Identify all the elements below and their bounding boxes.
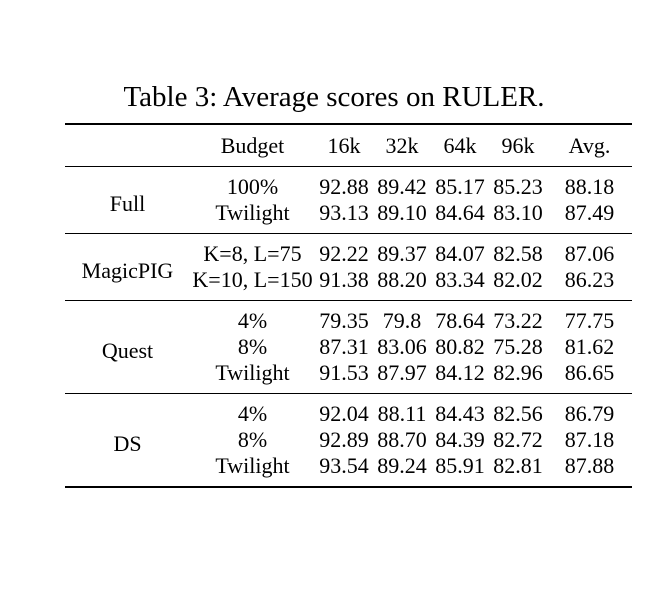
score-cell: 85.91 [435, 453, 485, 478]
column-header-16k: 16k [327, 133, 361, 158]
score-cell: 83.10 [493, 200, 543, 225]
budget-cell: K=10, L=150 [192, 267, 313, 292]
score-cell: 87.88 [564, 453, 615, 478]
group-quest: Quest 4% 79.35 79.8 78.64 73.22 77.75 8% 87.31 83… [65, 301, 632, 394]
score-cell: 87.49 [564, 200, 615, 225]
group-label: Quest [101, 337, 154, 363]
budget-cell: Twilight [215, 200, 290, 225]
score-cell: 89.24 [377, 453, 427, 478]
column-header-32k: 32k [385, 133, 419, 158]
score-cell: 82.81 [493, 453, 543, 478]
score-cell: 92.22 [319, 241, 369, 266]
score-cell: 85.17 [435, 174, 485, 199]
group-label: DS [113, 430, 142, 456]
header-row: Budget 16k 32k 64k 96k Avg. [65, 124, 632, 167]
budget-cell: 100% [226, 174, 279, 199]
table-row: Twilight 93.13 89.10 84.64 83.10 87.49 [65, 200, 632, 234]
column-header-avg: Avg. [568, 133, 611, 158]
score-cell: 84.64 [435, 200, 485, 225]
score-cell: 84.12 [435, 360, 485, 385]
score-cell: 87.18 [564, 427, 615, 452]
score-cell: 93.13 [319, 200, 369, 225]
score-cell: 75.28 [493, 334, 543, 359]
group-ds: DS 4% 92.04 88.11 84.43 82.56 86.79 8% 92.89 88.7… [65, 394, 632, 488]
table-caption: Table 3: Average scores on RULER. [123, 81, 545, 113]
column-header-64k: 64k [443, 133, 477, 158]
score-cell: 88.11 [377, 401, 427, 426]
score-cell: 86.65 [564, 360, 615, 385]
table-header: Budget 16k 32k 64k 96k Avg. [65, 124, 632, 167]
corner-cell [65, 124, 190, 167]
table-row: Quest 4% 79.35 79.8 78.64 73.22 77.75 [65, 301, 632, 363]
score-cell: 87.97 [377, 360, 427, 385]
score-cell: 77.75 [564, 308, 615, 333]
score-cell: 91.38 [319, 267, 369, 292]
table-row: 8% 92.89 88.70 84.39 82.72 87.18 [65, 427, 632, 453]
group-magicpig: MagicPIG K=8, L=75 92.22 89.37 84.07 82.58 87.… [65, 234, 632, 301]
score-cell: 86.23 [564, 267, 615, 292]
score-cell: 87.31 [319, 334, 369, 359]
score-cell: 78.64 [435, 308, 485, 333]
budget-cell: Twilight [215, 360, 290, 385]
score-cell: 85.23 [493, 174, 543, 199]
score-cell: 84.07 [435, 241, 485, 266]
score-cell: 91.53 [319, 360, 369, 385]
table-row: 8% 87.31 83.06 80.82 75.28 81.62 [65, 334, 632, 360]
score-cell: 82.96 [493, 360, 543, 385]
score-cell: 92.88 [319, 174, 369, 199]
group-label: Full [109, 190, 146, 216]
score-cell: 89.10 [377, 200, 427, 225]
group-full: Full 100% 92.88 89.42 85.17 85.23 88.18 Twiligh… [65, 167, 632, 234]
score-cell: 82.56 [493, 401, 543, 426]
score-cell: 83.06 [377, 334, 427, 359]
table-row: DS 4% 92.04 88.11 84.43 82.56 86.79 [65, 394, 632, 456]
score-cell: 87.06 [564, 241, 615, 266]
score-cell: 88.20 [377, 267, 427, 292]
column-header-budget: Budget [220, 133, 285, 158]
budget-cell: Twilight [215, 453, 290, 478]
score-cell: 79.35 [319, 308, 369, 333]
score-cell: 89.42 [377, 174, 427, 199]
budget-cell: K=8, L=75 [203, 241, 302, 266]
budget-cell: 8% [237, 334, 268, 359]
table-row: K=10, L=150 91.38 88.20 83.34 82.02 86.23 [65, 267, 632, 301]
table-row: Twilight 91.53 87.97 84.12 82.96 86.65 [65, 360, 632, 394]
score-cell: 82.58 [493, 241, 543, 266]
score-cell: 79.8 [382, 308, 422, 333]
group-label: MagicPIG [81, 257, 174, 283]
table-row: Full 100% 92.88 89.42 85.17 85.23 88.18 [65, 167, 632, 216]
score-cell: 86.79 [564, 401, 615, 426]
score-cell: 81.62 [564, 334, 615, 359]
score-cell: 88.18 [564, 174, 615, 199]
score-cell: 93.54 [319, 453, 369, 478]
score-cell: 80.82 [435, 334, 485, 359]
budget-cell: 4% [237, 401, 268, 426]
score-cell: 82.72 [493, 427, 543, 452]
score-cell: 92.89 [319, 427, 369, 452]
table-row: MagicPIG K=8, L=75 92.22 89.37 84.07 82.58 87.… [65, 234, 632, 283]
score-cell: 82.02 [493, 267, 543, 292]
table-row: Twilight 93.54 89.24 85.91 82.81 87.88 [65, 453, 632, 487]
score-cell: 84.39 [435, 427, 485, 452]
budget-cell: 4% [237, 308, 268, 333]
score-cell: 73.22 [493, 308, 543, 333]
score-cell: 88.70 [377, 427, 427, 452]
score-cell: 83.34 [435, 267, 485, 292]
budget-cell: 8% [237, 427, 268, 452]
score-cell: 92.04 [319, 401, 369, 426]
column-header-96k: 96k [501, 133, 535, 158]
score-cell: 89.37 [377, 241, 427, 266]
ruler-scores-table: Budget 16k 32k 64k 96k Avg. Full 100% 92.8… [65, 123, 632, 488]
score-cell: 84.43 [435, 401, 485, 426]
